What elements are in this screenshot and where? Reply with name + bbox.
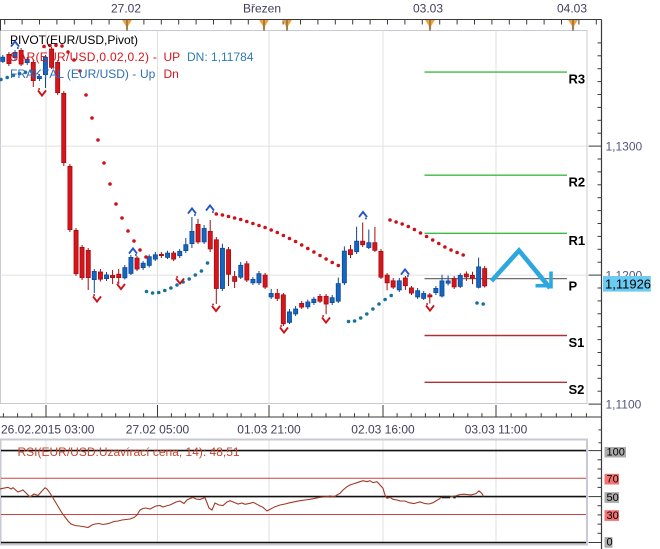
svg-text:R2: R2 (569, 175, 586, 190)
svg-text:Up: Up (140, 67, 156, 81)
svg-text:1,1100: 1,1100 (606, 398, 642, 412)
svg-text:04.03: 04.03 (557, 2, 587, 16)
svg-text:Březen: Březen (243, 2, 281, 16)
svg-text:03.03 11:00: 03.03 11:00 (465, 423, 528, 437)
svg-text:PIVOT(EUR/USD,Pivot): PIVOT(EUR/USD,Pivot) (10, 33, 138, 47)
svg-text:26.02.2015 03:00: 26.02.2015 03:00 (1, 423, 95, 437)
svg-text:1,1300: 1,1300 (606, 140, 643, 154)
svg-text:UP: UP (164, 50, 181, 64)
svg-text:27.02: 27.02 (111, 2, 141, 16)
svg-text:P: P (569, 279, 578, 294)
svg-text:01.03 21:00: 01.03 21:00 (237, 423, 301, 437)
svg-text:SAR(EUR/USD,0.02,0.2) -: SAR(EUR/USD,0.02,0.2) - (10, 50, 157, 64)
svg-text:03.03: 03.03 (413, 2, 443, 16)
svg-text:50: 50 (607, 492, 619, 504)
svg-text:Dn: Dn (164, 67, 179, 81)
svg-text:R1: R1 (569, 233, 586, 248)
svg-text:1,11926: 1,11926 (605, 276, 651, 291)
svg-text:02.03 16:00: 02.03 16:00 (351, 423, 415, 437)
svg-text:70: 70 (607, 474, 619, 486)
svg-text:30: 30 (607, 510, 619, 522)
svg-text:RSI(EUR/USD:Uzavírací cena, 14: RSI(EUR/USD:Uzavírací cena, 14): 48,51 (18, 445, 240, 459)
svg-text:DN: 1,11784: DN: 1,11784 (187, 50, 254, 64)
svg-text:S1: S1 (569, 335, 585, 350)
svg-text:0: 0 (607, 537, 613, 549)
svg-text:100: 100 (607, 447, 625, 459)
svg-text:S2: S2 (569, 382, 585, 397)
svg-text:27.02 05:00: 27.02 05:00 (126, 423, 190, 437)
svg-text:FRAKTÁL (EUR/USD) -: FRAKTÁL (EUR/USD) - (10, 66, 136, 81)
svg-text:R3: R3 (569, 72, 586, 87)
